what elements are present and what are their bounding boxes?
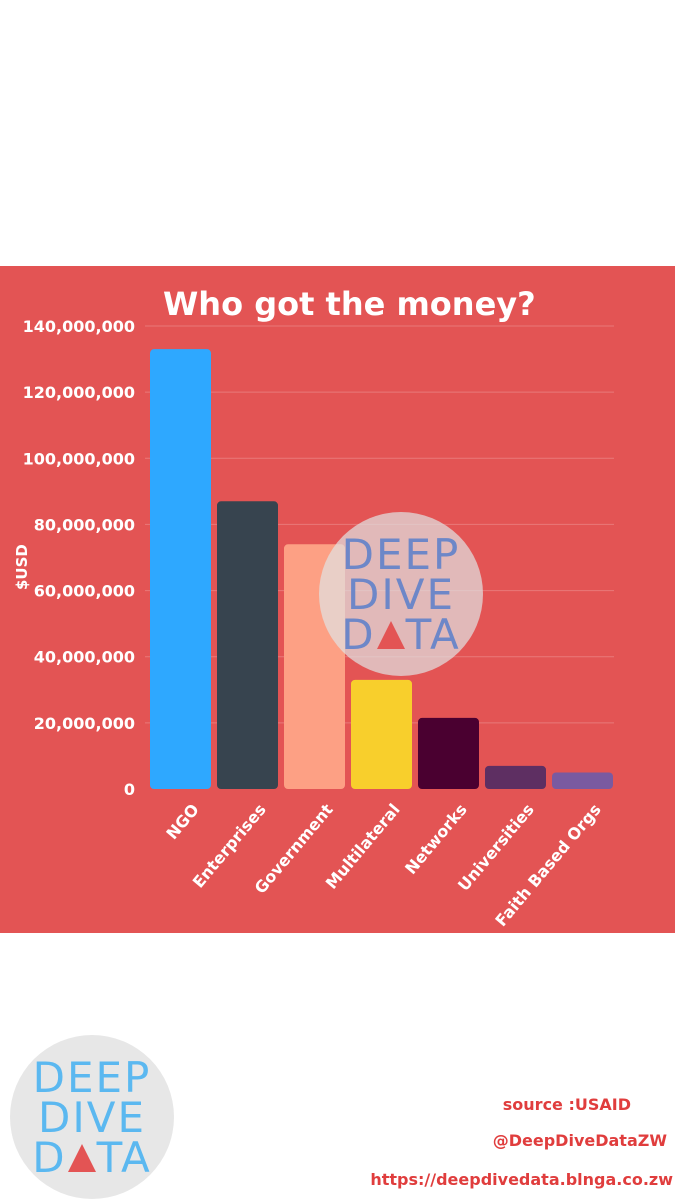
bar-enterprises — [217, 501, 278, 789]
y-tick-label: 100,000,000 — [23, 449, 135, 468]
bars — [150, 349, 613, 789]
watermark-line-3: D TA — [319, 614, 483, 656]
watermark-letter-d: D — [341, 610, 376, 659]
bar-faith-based-orgs — [552, 772, 613, 789]
y-tick-label: 20,000,000 — [34, 714, 135, 733]
watermark-logo: DEEP DIVE D TA — [319, 512, 483, 676]
x-tick-label: NGO — [162, 800, 202, 843]
y-tick-label: 80,000,000 — [34, 515, 135, 534]
y-tick-label: 0 — [124, 780, 135, 799]
footer-logo-line-1: DEEP — [32, 1053, 152, 1102]
bar-multilateral — [351, 679, 412, 789]
bar-universities — [485, 765, 546, 789]
bar-ngo — [150, 349, 211, 789]
y-tick-label: 40,000,000 — [34, 648, 135, 667]
website-url: https://deepdivedata.blnga.co.zw — [370, 1170, 673, 1189]
watermark-letters-ta: TA — [405, 610, 461, 659]
footer-logo-line-2: DIVE — [38, 1093, 146, 1142]
y-tick-label: 140,000,000 — [23, 317, 135, 336]
x-tick-labels: NGOEnterprisesGovernmentMultilateralNetw… — [162, 800, 604, 930]
chart-title: Who got the money? — [163, 285, 536, 323]
twitter-handle: @DeepDiveDataZW — [492, 1131, 667, 1150]
source-text: source :USAID — [502, 1095, 631, 1114]
y-tick-label: 120,000,000 — [23, 383, 135, 402]
y-tick-labels: 0 20,000,000 40,000,000 60,000,000 80,000,00… — [23, 317, 135, 799]
watermark-line-2: DIVE — [347, 570, 455, 619]
bar-networks — [418, 717, 479, 789]
triangle-icon — [67, 1144, 96, 1172]
triangle-icon — [376, 621, 405, 649]
x-tick-label: Networks — [401, 800, 471, 878]
watermark-line-1: DEEP — [341, 530, 461, 579]
footer-logo-letters-ta: TA — [96, 1133, 152, 1182]
footer-logo-letter-d: D — [32, 1133, 67, 1182]
y-tick-label: 60,000,000 — [34, 582, 135, 601]
footer-logo-line-3: D TA — [10, 1137, 174, 1179]
footer-logo: DEEP DIVE D TA — [10, 1035, 174, 1199]
